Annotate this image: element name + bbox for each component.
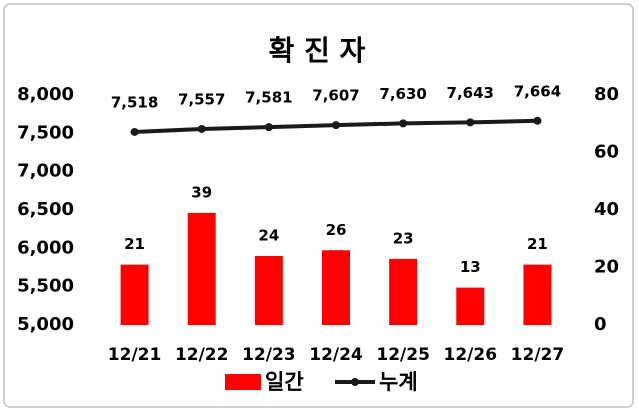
x-tick-label: 12/27: [511, 345, 565, 365]
data-label: 7,643: [447, 84, 494, 102]
y2-tick-label: 80: [594, 84, 619, 105]
x-tick-label: 12/25: [376, 345, 430, 365]
x-tick-label: 12/21: [108, 345, 162, 365]
y-tick-label: 6,000: [17, 237, 74, 258]
y-tick-label: 5,000: [17, 314, 74, 335]
data-label: 7,581: [245, 89, 292, 107]
line-marker: [533, 116, 542, 125]
line-marker: [399, 119, 408, 128]
data-label: 7,607: [312, 87, 359, 105]
data-label: 7,518: [111, 93, 158, 111]
y2-tick-label: 0: [594, 314, 607, 335]
line-marker: [197, 124, 206, 133]
data-label: 26: [326, 221, 347, 239]
data-label: 7,664: [514, 82, 561, 100]
bar: [389, 258, 418, 325]
legend-swatch: [225, 374, 261, 390]
chart-title: 확 진 자: [269, 34, 366, 67]
y2-tick-label: 40: [594, 199, 619, 220]
bar: [120, 264, 149, 325]
y-tick-label: 8,000: [17, 84, 74, 105]
x-tick-label: 12/22: [175, 345, 229, 365]
legend-label: 누계: [379, 370, 418, 394]
y2-tick-label: 60: [594, 142, 619, 163]
data-label: 39: [191, 183, 212, 201]
x-tick-label: 12/23: [242, 345, 296, 365]
line-marker: [130, 127, 139, 136]
legend-label: 일간: [265, 370, 304, 394]
bar: [523, 264, 552, 325]
data-label: 7,630: [379, 85, 426, 103]
line-marker: [264, 123, 273, 132]
data-label: 7,557: [178, 90, 225, 108]
bar: [187, 212, 216, 325]
y-tick-label: 5,500: [17, 276, 74, 297]
bar: [322, 250, 350, 325]
x-tick-label: 12/26: [444, 345, 498, 365]
y2-tick-label: 20: [594, 257, 619, 278]
x-tick-label: 12/24: [309, 345, 363, 365]
y-tick-label: 6,500: [17, 199, 74, 220]
line-marker: [466, 118, 475, 127]
y-tick-label: 7,500: [17, 122, 74, 143]
bar: [456, 287, 485, 325]
data-label: 23: [393, 229, 414, 247]
bar: [254, 256, 283, 325]
legend-swatch: [351, 378, 359, 386]
data-label: 21: [124, 235, 145, 253]
line-marker: [332, 121, 340, 130]
y-tick-label: 7,000: [17, 161, 74, 182]
data-label: 13: [460, 258, 481, 276]
data-label: 24: [258, 227, 279, 245]
data-label: 21: [527, 235, 548, 253]
